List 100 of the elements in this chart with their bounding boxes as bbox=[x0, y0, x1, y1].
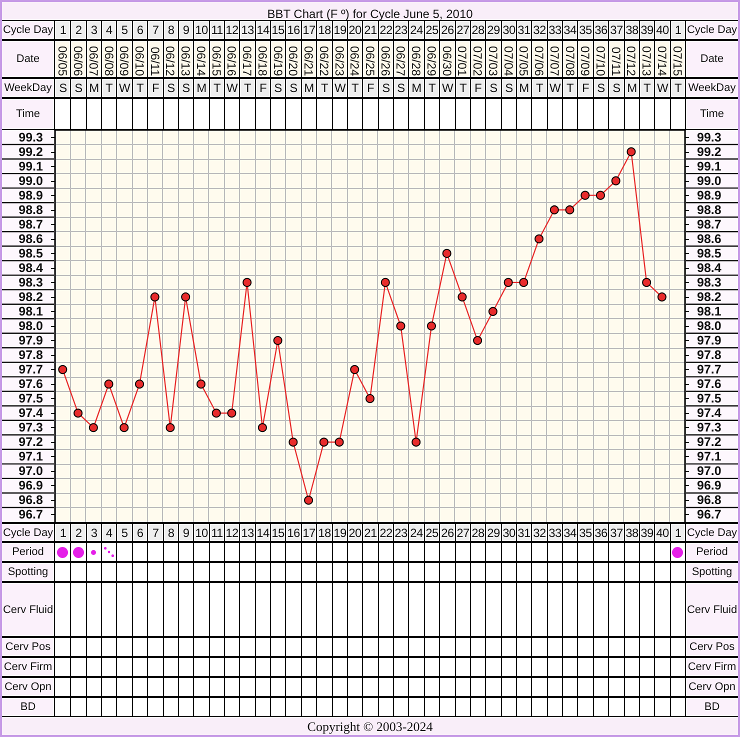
point bbox=[380, 278, 390, 287]
point bbox=[596, 190, 605, 200]
text: Cerv Firm bbox=[688, 661, 736, 673]
text: 8 bbox=[168, 526, 174, 540]
x-tick-label: 06/06 bbox=[71, 46, 86, 76]
point bbox=[504, 278, 513, 287]
point bbox=[412, 438, 421, 447]
text: 16 bbox=[287, 526, 300, 540]
text: 40 bbox=[656, 23, 669, 37]
x-tick-label: 07/14 bbox=[654, 46, 669, 76]
text: 29 bbox=[487, 23, 500, 37]
text: T bbox=[428, 81, 436, 95]
text: T bbox=[674, 81, 682, 95]
text: 27 bbox=[456, 526, 470, 540]
point bbox=[242, 278, 252, 287]
text: Copyright © 2003-2024 bbox=[307, 718, 433, 734]
text: 31 bbox=[518, 23, 530, 37]
text: M bbox=[519, 81, 529, 95]
point bbox=[473, 336, 482, 346]
point bbox=[642, 278, 652, 287]
text: 20 bbox=[348, 526, 362, 540]
text: Date bbox=[700, 53, 724, 65]
text: S bbox=[505, 81, 513, 95]
point bbox=[319, 438, 328, 447]
y2-tick-label: 97.2 bbox=[697, 435, 722, 450]
x-tick-label: 07/09 bbox=[578, 46, 592, 76]
text: T bbox=[244, 81, 252, 95]
text: Date bbox=[16, 53, 40, 65]
y-tick-label: 96.9 bbox=[18, 478, 44, 493]
text: WeekDay bbox=[4, 82, 52, 94]
x-tick-label: 06/22 bbox=[316, 46, 331, 76]
text: 39 bbox=[640, 23, 654, 37]
text: S bbox=[382, 81, 390, 95]
x-tick-label: 07/02 bbox=[470, 46, 485, 76]
text: 23 bbox=[394, 526, 408, 540]
y-tick-label: 98.6 bbox=[18, 232, 44, 246]
text: Cerv Firm bbox=[4, 661, 52, 673]
x-tick-label: 06/15 bbox=[209, 46, 224, 76]
text: T bbox=[105, 81, 113, 95]
x-tick-label: 07/07 bbox=[547, 46, 562, 76]
text: 19 bbox=[334, 23, 346, 37]
y-tick-label: 97.7 bbox=[18, 362, 44, 377]
text: 32 bbox=[533, 526, 546, 540]
y-tick-label: 99.0 bbox=[18, 174, 44, 188]
x-tick-label: 06/18 bbox=[255, 46, 270, 76]
y-tick-label: 97.2 bbox=[18, 435, 44, 450]
x-tick-label: 06/28 bbox=[409, 46, 424, 76]
text: 11 bbox=[211, 526, 223, 540]
text: 18 bbox=[318, 23, 331, 37]
text: 6 bbox=[136, 526, 144, 540]
point bbox=[366, 394, 374, 404]
point bbox=[74, 408, 83, 418]
text: 20 bbox=[348, 23, 362, 37]
text: 17 bbox=[302, 23, 316, 37]
text: Cerv Opn bbox=[4, 681, 52, 693]
text: M bbox=[89, 81, 99, 95]
text: S bbox=[167, 81, 175, 95]
text: Spotting bbox=[692, 566, 732, 578]
y2-tick-label: 98.7 bbox=[697, 217, 722, 232]
point bbox=[550, 205, 559, 214]
x-tick-label: 06/17 bbox=[240, 46, 254, 76]
x-tick-label: 06/16 bbox=[224, 46, 239, 76]
y-tick-label: 99.3 bbox=[18, 130, 44, 144]
text: 24 bbox=[410, 526, 423, 540]
text: 32 bbox=[533, 23, 546, 37]
y2-tick-label: 98.4 bbox=[697, 260, 722, 275]
y2-tick-label: 98.0 bbox=[697, 319, 722, 333]
chart-title: BBT Chart (F º) for Cycle June 5, 2010 bbox=[267, 7, 474, 21]
x-tick-label: 07/06 bbox=[532, 46, 546, 76]
point bbox=[626, 147, 636, 156]
text: 30 bbox=[502, 23, 516, 37]
text: 28 bbox=[472, 23, 484, 37]
x-tick-label: 06/27 bbox=[394, 46, 408, 76]
text: 24 bbox=[410, 23, 423, 37]
y2-tick-label: 96.7 bbox=[697, 508, 722, 522]
text: 25 bbox=[426, 526, 438, 540]
text: 4 bbox=[106, 23, 112, 37]
text: 36 bbox=[594, 526, 608, 540]
y-tick-label: 98.1 bbox=[18, 304, 44, 318]
x-tick-label: 06/23 bbox=[332, 46, 346, 76]
point bbox=[196, 380, 206, 389]
text: Cerv Opn bbox=[688, 681, 736, 693]
text: Period bbox=[12, 546, 44, 558]
x-tick-label: 07/04 bbox=[501, 46, 516, 76]
y-tick-label: 98.4 bbox=[18, 260, 44, 275]
text: 9 bbox=[182, 526, 190, 540]
y2-tick-label: 97.0 bbox=[697, 464, 722, 478]
text: W bbox=[226, 81, 238, 95]
y-tick-label: 97.8 bbox=[18, 348, 44, 362]
x-tick-label: 06/05 bbox=[56, 46, 70, 76]
text: W bbox=[118, 81, 130, 95]
text: 3 bbox=[90, 526, 98, 540]
text: M bbox=[412, 81, 422, 95]
text: 25 bbox=[426, 23, 438, 37]
text: W bbox=[442, 81, 454, 95]
point bbox=[519, 278, 528, 287]
text: Cerv Fluid bbox=[686, 604, 738, 616]
text: W bbox=[334, 81, 346, 95]
text: 16 bbox=[287, 23, 300, 37]
text: 15 bbox=[272, 526, 284, 540]
